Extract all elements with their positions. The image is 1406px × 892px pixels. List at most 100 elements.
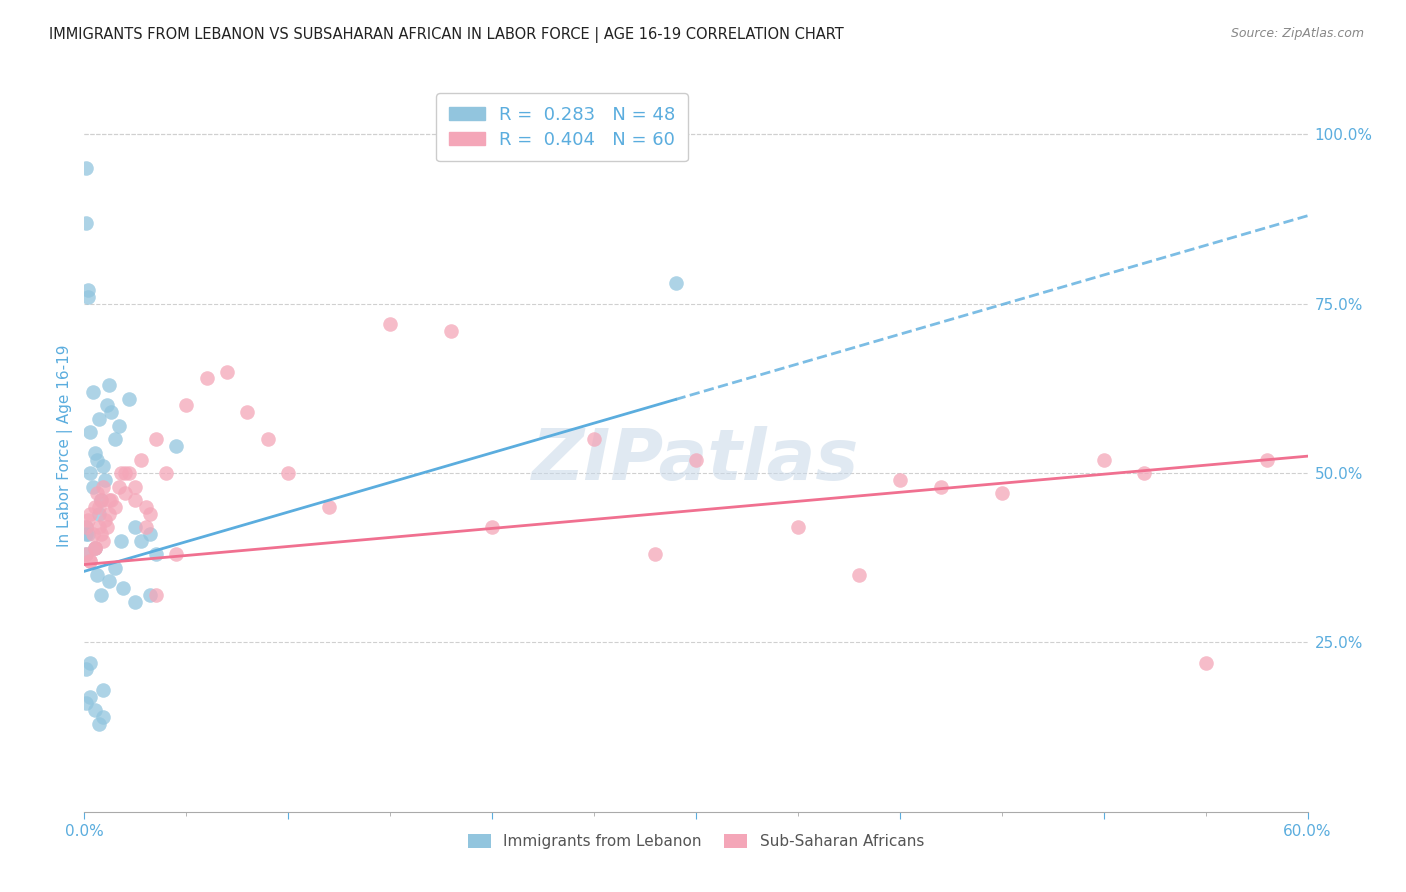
Point xyxy=(83,500,105,514)
Point xyxy=(77,283,100,297)
Point xyxy=(91,710,114,724)
Point xyxy=(75,663,97,677)
Point xyxy=(174,398,197,412)
Point xyxy=(195,371,218,385)
Point xyxy=(165,547,187,561)
Point xyxy=(91,533,114,548)
Point xyxy=(112,581,135,595)
Point xyxy=(83,446,105,460)
Point xyxy=(79,425,101,440)
Point xyxy=(787,520,810,534)
Point xyxy=(93,514,115,528)
Point xyxy=(75,547,97,561)
Point xyxy=(145,547,167,561)
Point xyxy=(79,507,101,521)
Point xyxy=(87,500,110,514)
Point xyxy=(929,480,952,494)
Point xyxy=(97,378,120,392)
Point xyxy=(104,561,127,575)
Point xyxy=(90,588,112,602)
Point xyxy=(145,432,167,446)
Point xyxy=(90,493,112,508)
Point xyxy=(77,527,100,541)
Point xyxy=(83,703,105,717)
Point xyxy=(848,567,870,582)
Point xyxy=(118,466,141,480)
Point xyxy=(110,533,132,548)
Point xyxy=(114,486,136,500)
Point xyxy=(217,364,239,378)
Point xyxy=(93,473,115,487)
Point xyxy=(110,466,132,480)
Point xyxy=(87,520,110,534)
Point xyxy=(75,215,97,229)
Point xyxy=(131,452,153,467)
Point xyxy=(75,697,97,711)
Point xyxy=(685,452,707,467)
Point xyxy=(138,507,160,521)
Text: ZIPatlas: ZIPatlas xyxy=(533,426,859,495)
Point xyxy=(97,574,120,589)
Point xyxy=(1195,656,1218,670)
Point xyxy=(97,493,120,508)
Point xyxy=(79,466,101,480)
Point xyxy=(1256,452,1278,467)
Point xyxy=(108,480,131,494)
Point xyxy=(77,514,100,528)
Point xyxy=(135,500,157,514)
Point xyxy=(889,473,911,487)
Point xyxy=(90,493,112,508)
Point xyxy=(96,520,118,534)
Point xyxy=(100,405,122,419)
Point xyxy=(83,541,105,555)
Point xyxy=(91,682,114,697)
Point xyxy=(318,500,340,514)
Point xyxy=(75,520,97,534)
Point xyxy=(87,507,110,521)
Point xyxy=(82,527,104,541)
Point xyxy=(165,439,187,453)
Text: Source: ZipAtlas.com: Source: ZipAtlas.com xyxy=(1230,27,1364,40)
Point xyxy=(583,432,606,446)
Point xyxy=(124,595,146,609)
Point xyxy=(75,527,97,541)
Point xyxy=(82,384,104,399)
Point xyxy=(87,716,110,731)
Point xyxy=(87,412,110,426)
Point xyxy=(83,541,105,555)
Point xyxy=(118,392,141,406)
Legend: Immigrants from Lebanon, Sub-Saharan Africans: Immigrants from Lebanon, Sub-Saharan Afr… xyxy=(461,828,931,855)
Point xyxy=(91,480,114,494)
Point xyxy=(86,452,108,467)
Point xyxy=(124,520,146,534)
Point xyxy=(1133,466,1156,480)
Y-axis label: In Labor Force | Age 16-19: In Labor Force | Age 16-19 xyxy=(58,344,73,548)
Point xyxy=(75,161,97,176)
Point xyxy=(114,466,136,480)
Point xyxy=(86,486,108,500)
Point xyxy=(91,459,114,474)
Point xyxy=(481,520,503,534)
Point xyxy=(440,324,463,338)
Point xyxy=(100,493,122,508)
Point xyxy=(138,588,160,602)
Point xyxy=(90,527,112,541)
Point xyxy=(75,520,97,534)
Point xyxy=(79,690,101,704)
Point xyxy=(135,520,157,534)
Point xyxy=(665,277,688,291)
Point xyxy=(97,507,120,521)
Point xyxy=(79,554,101,568)
Point xyxy=(83,541,105,555)
Point xyxy=(145,588,167,602)
Point xyxy=(138,527,160,541)
Point xyxy=(79,554,101,568)
Point xyxy=(155,466,177,480)
Point xyxy=(86,567,108,582)
Point xyxy=(1092,452,1115,467)
Point xyxy=(277,466,299,480)
Point xyxy=(96,398,118,412)
Point xyxy=(257,432,280,446)
Point xyxy=(131,533,153,548)
Point xyxy=(124,480,146,494)
